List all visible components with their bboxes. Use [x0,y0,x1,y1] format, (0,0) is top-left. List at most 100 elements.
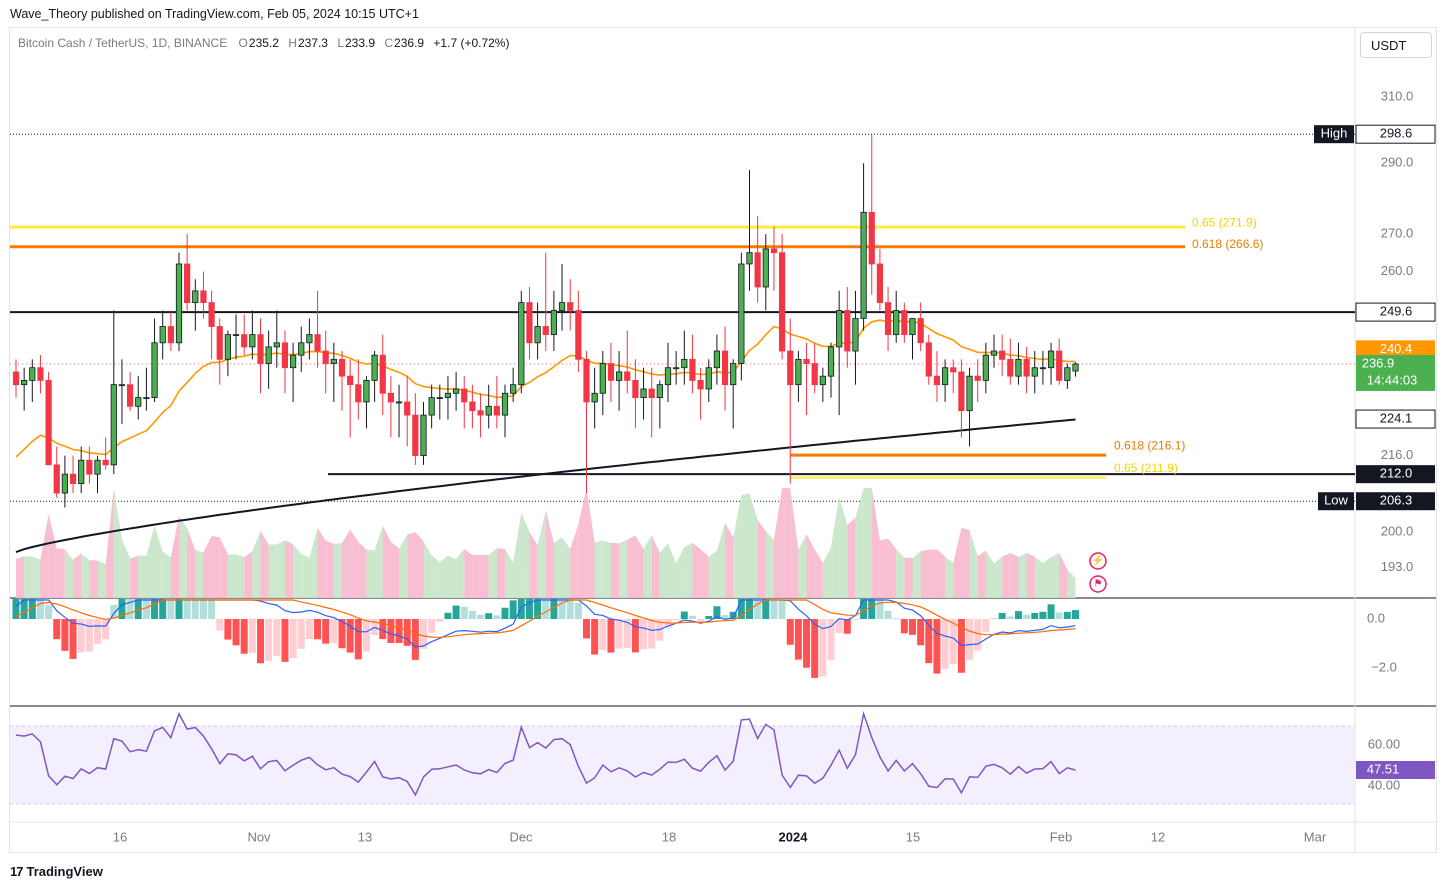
candle-body [86,459,93,475]
candle-body [143,397,150,400]
macd-histogram-bar [428,619,436,633]
candle-body [184,263,191,304]
candle-body [868,211,875,265]
volume-area [309,528,318,598]
candle-body [444,392,452,399]
candle-body [347,375,354,386]
candle-body [648,388,655,399]
volume-area [130,555,139,598]
volume-area [863,488,872,598]
lightning-icon [1089,552,1107,570]
volume-area [1042,557,1052,598]
macd-histogram-bar [305,619,313,639]
candle-body [664,367,672,386]
macd-histogram-bar [550,599,558,619]
candle-body [730,363,737,386]
volume-area [16,556,25,598]
volume-area [342,529,351,598]
volume-area [1018,553,1027,598]
candle-body [216,326,223,360]
macd-histogram-bar [240,619,248,654]
candle-body [1015,358,1022,377]
chart-frame [9,27,1437,853]
macd-histogram-bar [566,599,574,619]
candle-body [942,367,949,386]
candle-body [501,392,509,416]
volume-area [333,543,342,598]
macd-histogram-bar [346,619,354,653]
currency-button[interactable]: USDT [1360,32,1432,58]
macd-histogram-bar [851,619,859,620]
candle-body [428,397,435,416]
volume-area [716,522,726,598]
volume-area [651,535,660,598]
ema50-badge: 240.4 [1380,341,1413,356]
candle-body [306,334,313,344]
candle-body [175,263,183,344]
candle-body [241,334,248,348]
candle-body [917,318,924,344]
candle-body [1031,367,1038,377]
candle-body [1039,367,1046,370]
fib-level-label: 0.65 (211.9) [1114,461,1178,475]
macd-histogram-bar [199,599,207,619]
tradingview-logo[interactable]: 17 TradingView [10,864,103,879]
volume-area [431,555,440,598]
candle-body [999,350,1006,360]
macd-histogram-bar [860,599,868,619]
flag-icon-glyph: ⚑ [1094,579,1103,590]
candle-body [632,380,639,399]
volume-area [105,488,114,598]
time-tick-label: 13 [358,829,372,844]
candle-body [1072,363,1079,372]
ema50-badge-bg [1356,340,1435,359]
symbol-title[interactable]: Bitcoin Cash / TetherUS, 1D, BINANCE [18,36,228,50]
price-tick-label: 216.0 [1381,447,1414,462]
volume-area [708,550,717,598]
symbol-legend: Bitcoin Cash / TetherUS, 1D, BINANCE O23… [18,36,515,50]
macd-histogram-bar [697,619,705,622]
macd-histogram-bar [990,618,998,620]
macd-histogram-bar [36,599,44,619]
candle-body [322,350,329,364]
publish-credit: Wave_Theory published on TradingView.com… [10,7,419,21]
volume-area [64,549,74,598]
candle-body [518,302,525,386]
candle-body [469,401,476,412]
fib-level-label: 0.618 (266.6) [1192,237,1263,251]
time-tick-label: 16 [113,829,127,844]
price-tick-label: 193.0 [1381,559,1414,574]
candle-body [567,302,574,311]
volume-area [407,532,416,598]
time-tick-label: 2024 [779,829,809,844]
candle-body [876,263,884,304]
candle-body [379,354,386,394]
candle-body [795,358,802,386]
macd-histogram-bar [933,619,941,674]
candle-body [395,401,403,404]
volume-area [1034,556,1043,598]
volume-area [610,542,620,598]
ema200-badge-bg [1356,410,1435,429]
macd-histogram-bar [754,599,762,619]
candle-body [151,342,158,399]
rsi-badge-bg [1356,761,1435,779]
macd-histogram-bar [85,619,93,652]
low-price-badge: 206.3 [1380,493,1413,508]
candle-body [355,384,362,403]
macd-histogram-bar [729,611,737,619]
volume-area [896,549,905,598]
time-tick-label: Feb [1050,829,1072,844]
candle-body [974,375,981,381]
volume-area [260,530,269,598]
candle-body [779,252,786,352]
price-tick-label: 260.0 [1381,263,1414,278]
macd-histogram-bar [835,619,843,634]
price-tick-label: 270.0 [1381,226,1414,241]
candle-body [94,459,101,475]
candle-body [754,252,761,288]
volume-area [627,535,636,598]
macd-histogram-bar [762,599,770,619]
volume-area [741,493,750,598]
